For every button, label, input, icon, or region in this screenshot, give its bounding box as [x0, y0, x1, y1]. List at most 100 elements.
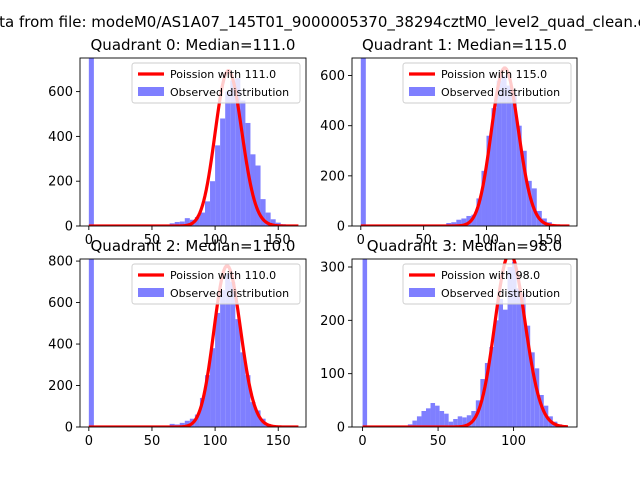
- legend-box: [402, 263, 572, 305]
- histogram-bar: [230, 281, 236, 427]
- histogram-bar: [501, 75, 507, 226]
- legend-fit-label: Poission with 115.0: [441, 68, 547, 81]
- histogram-bar: [179, 221, 185, 226]
- y-tick-label: 400: [48, 338, 73, 353]
- histogram-bar: [461, 218, 467, 226]
- plot-area: [362, 259, 569, 427]
- legend-fit-label: Poission with 110.0: [170, 269, 276, 282]
- legend-hist-label: Observed distribution: [441, 287, 560, 300]
- poisson-fit-line: [88, 69, 299, 226]
- axes-frame: [79, 57, 307, 227]
- panel-title: Quadrant 0: Median=111.0: [91, 36, 296, 54]
- legend-hist-label: Observed distribution: [170, 86, 289, 99]
- histogram-bar: [240, 352, 246, 427]
- histogram-bar: [220, 290, 226, 427]
- histogram-bar: [512, 261, 517, 427]
- y-tick-label: 200: [48, 175, 73, 190]
- histogram-bar: [448, 421, 454, 427]
- legend-hist-swatch: [409, 87, 435, 96]
- histogram-bar: [270, 219, 276, 226]
- x-tick-label: 50: [144, 233, 161, 248]
- x-tick-label: 150: [537, 233, 562, 248]
- legend: Poission with 110.0 Observed distribution: [131, 263, 301, 305]
- y-tick-label: 800: [48, 255, 73, 270]
- panel-title: Quadrant 3: Median=98.0: [367, 237, 562, 255]
- y-tick-label: 0: [337, 220, 345, 235]
- panel-quadrant-3: Quadrant 3: Median=98.0 0 50 100 0 100 200 300 P…: [320, 237, 578, 449]
- histogram-bar: [493, 320, 499, 427]
- histogram-bar: [255, 165, 261, 226]
- histogram-bar: [451, 222, 457, 226]
- histogram-bar: [453, 419, 458, 427]
- y-tick-label: 200: [48, 379, 73, 394]
- histogram-bar: [194, 217, 200, 226]
- y-tick-label: 400: [48, 130, 73, 145]
- histogram-bar: [444, 413, 449, 427]
- y-tick-label: 200: [320, 314, 345, 329]
- histogram-bar: [235, 78, 241, 226]
- y-tick-label: 600: [48, 296, 73, 311]
- legend-box: [131, 263, 301, 305]
- histogram-bar: [204, 375, 211, 427]
- histogram-bar: [245, 375, 251, 427]
- legend: Poission with 115.0 Observed distribution: [402, 62, 572, 104]
- y-tick-label: 600: [48, 85, 73, 100]
- panel-title: Quadrant 1: Median=115.0: [362, 36, 567, 54]
- plot-area: [360, 58, 570, 226]
- histogram-bar: [204, 201, 211, 226]
- histogram-bar: [457, 416, 463, 427]
- legend-hist-swatch: [409, 288, 435, 297]
- legend-box: [131, 62, 301, 104]
- histogram-bar: [88, 58, 94, 226]
- histogram-bar: [235, 319, 241, 427]
- histogram-bar: [481, 170, 487, 226]
- x-tick-label: 0: [358, 434, 366, 449]
- y-tick-label: 600: [320, 69, 345, 84]
- histogram-bar: [525, 325, 531, 427]
- y-tick-label: 300: [320, 261, 345, 276]
- histogram-bar: [210, 181, 216, 226]
- histogram-bar: [435, 405, 440, 427]
- histogram-bar: [250, 402, 256, 427]
- y-tick-label: 0: [337, 421, 345, 436]
- x-tick-label: 50: [415, 233, 432, 248]
- histogram-bar: [215, 145, 221, 226]
- legend-hist-label: Observed distribution: [170, 287, 289, 300]
- histogram-bar: [498, 299, 504, 427]
- x-tick-label: 100: [203, 233, 228, 248]
- x-tick-label: 150: [266, 434, 291, 449]
- legend-hist-label: Observed distribution: [441, 86, 560, 99]
- histogram-bar: [439, 411, 445, 427]
- histogram-bar: [174, 221, 180, 226]
- y-tick-label: 0: [65, 220, 73, 235]
- histogram-bar: [360, 58, 366, 226]
- y-tick-label: 0: [65, 421, 73, 436]
- panel-quadrant-2: Quadrant 2: Median=110.0 0 50 100 150 0 200 400…: [48, 237, 307, 449]
- histogram-bar: [521, 293, 526, 427]
- histogram-bar: [230, 80, 236, 226]
- histogram-bar: [215, 312, 221, 427]
- histogram-bar: [88, 259, 94, 427]
- panel-quadrant-1: Quadrant 1: Median=115.0 0 50 100 150 0 200 400…: [320, 36, 578, 248]
- x-tick-label: 0: [85, 233, 93, 248]
- legend-hist-swatch: [138, 87, 164, 96]
- histogram-bar: [539, 395, 544, 427]
- poisson-fit-line: [88, 264, 299, 427]
- histogram-bar: [425, 408, 431, 427]
- histogram-bar: [511, 93, 517, 226]
- histogram-bar: [220, 118, 226, 226]
- axes-frame: [79, 258, 307, 428]
- y-tick-label: 100: [320, 367, 345, 382]
- panel-title: Quadrant 2: Median=110.0: [91, 237, 296, 255]
- histogram-bar: [534, 368, 540, 427]
- histogram-bar: [503, 309, 508, 427]
- histogram-bar: [516, 288, 522, 427]
- histogram-bar: [260, 199, 266, 226]
- figure-suptitle: Data from file: modeM0/AS1A07_145T01_900…: [0, 13, 640, 32]
- histogram-bar: [486, 135, 492, 226]
- x-tick-label: 100: [501, 434, 526, 449]
- histogram-bar: [430, 403, 436, 427]
- histogram-bar: [506, 85, 512, 226]
- poisson-fit-line: [360, 66, 570, 226]
